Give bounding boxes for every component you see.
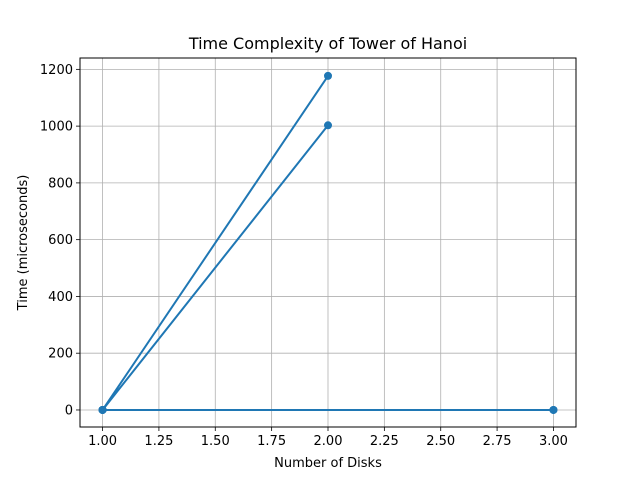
data-point (98, 405, 107, 414)
x-tick-label: 1.50 (201, 434, 230, 449)
x-tick-label: 3.00 (539, 434, 568, 449)
x-axis: 1.00 1.25 1.50 1.75 2.00 2.25 2.50 2.75 3.00 (88, 427, 568, 449)
x-tick-label: 1.25 (144, 434, 173, 449)
y-axis: 0 200 400 600 800 1000 1200 (40, 63, 80, 418)
data-point (324, 71, 332, 80)
x-axis-title: Number of Disks (274, 456, 382, 471)
y-tick-label: 1200 (40, 63, 73, 78)
data-point (324, 121, 332, 130)
y-tick-label: 0 (65, 403, 73, 418)
x-tick-label: 1.00 (88, 434, 117, 449)
data-point (549, 405, 558, 414)
x-tick-label: 1.75 (257, 434, 286, 449)
y-tick-label: 600 (48, 233, 73, 248)
y-tick-label: 200 (48, 347, 73, 362)
x-tick-label: 2.50 (426, 434, 455, 449)
y-axis-title: Time (microseconds) (16, 175, 31, 312)
x-tick-label: 2.25 (370, 434, 399, 449)
y-tick-label: 400 (48, 290, 73, 305)
x-tick-label: 2.00 (314, 434, 343, 449)
chart-title: Time Complexity of Tower of Hanoi (188, 34, 467, 53)
x-tick-label: 2.75 (483, 434, 512, 449)
y-tick-label: 800 (48, 176, 73, 191)
series-line (101, 74, 555, 411)
y-tick-label: 1000 (40, 120, 73, 135)
series-layer (98, 71, 558, 414)
